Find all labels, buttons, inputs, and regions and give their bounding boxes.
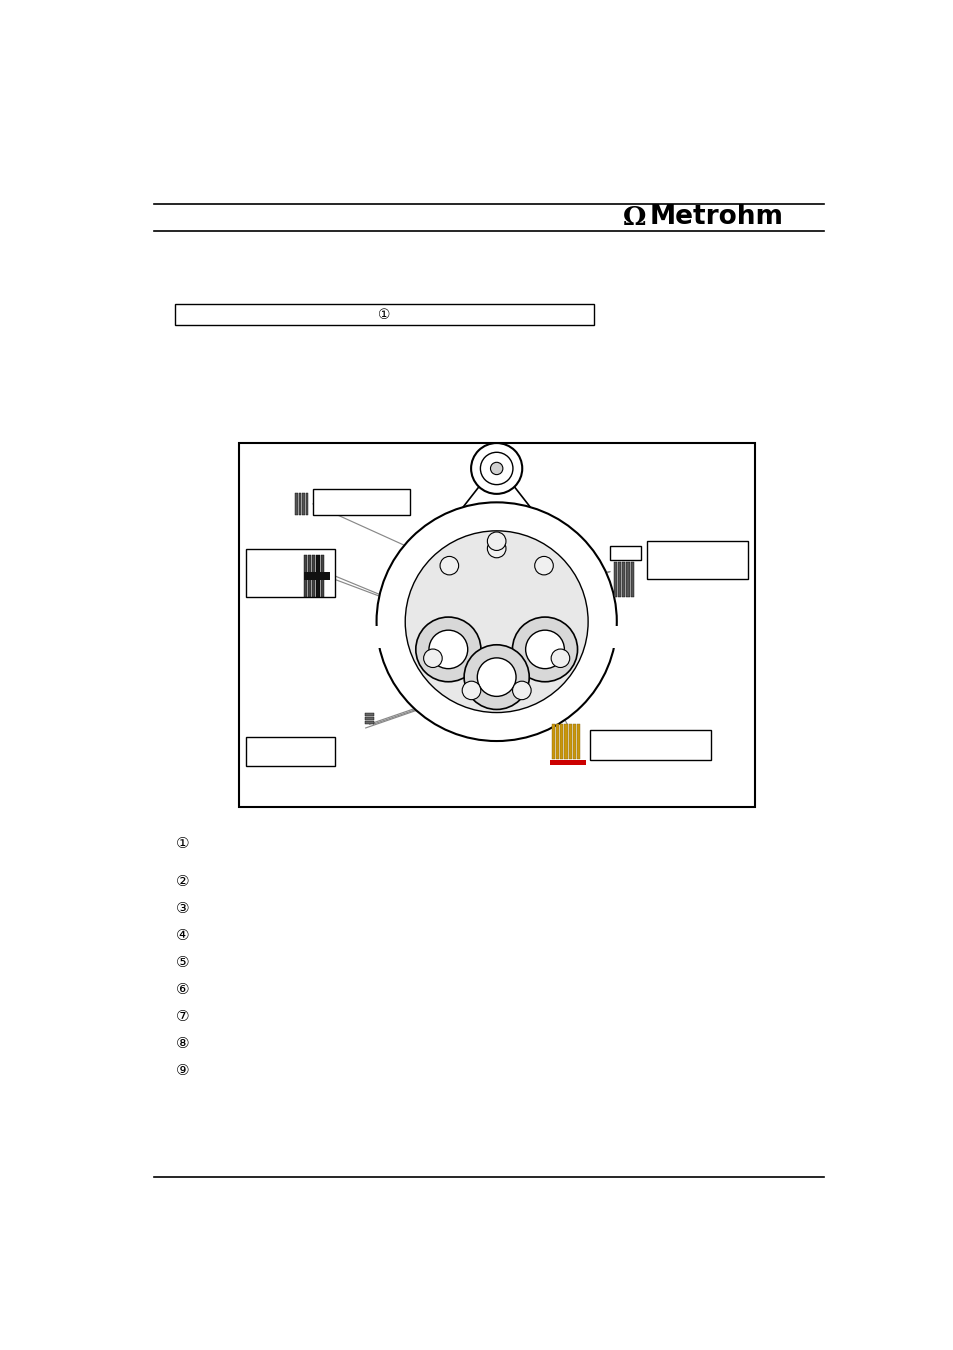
Circle shape	[471, 443, 521, 494]
Bar	[621, 563, 624, 597]
Circle shape	[461, 682, 480, 699]
Bar	[245, 737, 335, 767]
Text: ⑦: ⑦	[175, 1010, 190, 1025]
Bar	[590, 730, 710, 760]
Bar	[556, 724, 558, 759]
Bar	[626, 563, 629, 597]
Bar	[239, 443, 754, 807]
Bar	[364, 626, 392, 648]
Bar	[573, 724, 576, 759]
Bar	[559, 724, 562, 759]
Circle shape	[405, 531, 587, 713]
Bar	[305, 493, 308, 514]
Circle shape	[525, 630, 564, 668]
Circle shape	[534, 556, 553, 575]
Bar	[613, 563, 617, 597]
Bar	[303, 572, 330, 580]
Bar	[302, 493, 305, 514]
Bar	[646, 541, 747, 579]
Bar	[630, 563, 633, 597]
Text: ⑨: ⑨	[175, 1062, 190, 1079]
Bar	[316, 555, 319, 597]
Text: ⑥: ⑥	[175, 983, 190, 998]
Circle shape	[376, 502, 617, 741]
Bar	[245, 548, 335, 597]
Text: ①: ①	[175, 836, 190, 850]
Circle shape	[490, 462, 502, 475]
Text: Metrohm: Metrohm	[649, 204, 783, 231]
Text: ⑧: ⑧	[175, 1037, 190, 1052]
Bar	[365, 721, 374, 724]
Circle shape	[439, 556, 458, 575]
Bar	[550, 760, 585, 765]
Bar	[174, 305, 593, 325]
Bar	[551, 724, 555, 759]
Circle shape	[464, 645, 529, 710]
Text: ②: ②	[175, 875, 190, 890]
Bar	[564, 724, 567, 759]
Circle shape	[476, 657, 516, 697]
Circle shape	[512, 617, 577, 682]
Bar	[298, 493, 301, 514]
Text: Ω: Ω	[622, 205, 645, 230]
Circle shape	[551, 649, 569, 667]
Bar	[577, 724, 579, 759]
Text: ①: ①	[377, 308, 390, 321]
Circle shape	[487, 539, 505, 558]
Circle shape	[480, 452, 513, 485]
Bar	[618, 563, 620, 597]
Circle shape	[487, 532, 505, 551]
Bar	[312, 555, 315, 597]
Text: ⑤: ⑤	[175, 956, 190, 971]
Circle shape	[512, 682, 531, 699]
Circle shape	[423, 649, 442, 667]
Bar	[609, 547, 640, 560]
Bar	[600, 626, 629, 648]
Bar	[568, 724, 571, 759]
Bar	[313, 489, 410, 514]
Circle shape	[429, 630, 467, 668]
Circle shape	[416, 617, 480, 682]
Bar	[294, 493, 297, 514]
Bar	[308, 555, 311, 597]
Text: ③: ③	[175, 902, 190, 917]
Bar	[303, 555, 307, 597]
Bar	[365, 717, 374, 720]
Bar	[365, 713, 374, 716]
Text: ④: ④	[175, 929, 190, 944]
Bar	[320, 555, 323, 597]
